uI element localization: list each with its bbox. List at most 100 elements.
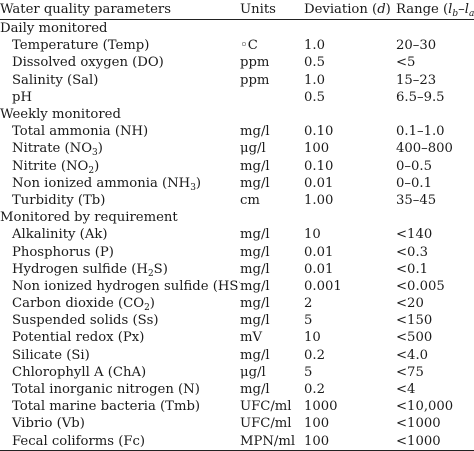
deviation-cell: 10: [304, 227, 321, 243]
range-cell: 20–30: [396, 38, 437, 54]
table-row: Suspended solids (Ss) mg/l 5 <150: [0, 312, 474, 329]
table-row: Total inorganic nitrogen (N) mg/l 0.2 <4: [0, 381, 474, 398]
deviation-cell: 1.00: [304, 192, 334, 208]
header-units: Units: [240, 0, 304, 20]
parameter-name: Suspended solids (Ss): [12, 313, 159, 329]
table-row: pH 0.5 6.5–9.5: [0, 89, 474, 106]
deviation-cell: 0.2: [304, 382, 325, 398]
table-row: Silicate (Si) mg/l 0.2 <4.0: [0, 347, 474, 364]
parameter-name: Nitrate (NO3): [12, 141, 103, 158]
section-header-row: Daily monitored: [0, 20, 474, 38]
parameter-name: Fecal coliforms (Fc): [0, 432, 240, 451]
parameter-name: Total marine bacteria (Tmb): [12, 399, 201, 415]
deviation-cell: 0.5: [304, 89, 325, 105]
deviation-cell: 0.10: [304, 158, 334, 174]
unit-cell: mg/l: [240, 296, 270, 312]
unit-cell: ppm: [240, 55, 270, 71]
parameter-name: Silicate (Si): [12, 347, 90, 363]
range-cell: <0.1: [396, 261, 429, 277]
parameter-name: Alkalinity (Ak): [12, 227, 108, 243]
deviation-cell: 1.0: [304, 72, 325, 88]
range-cell: <10,000: [396, 399, 454, 415]
deviation-cell: 0.01: [304, 244, 334, 260]
table-row: Hydrogen sulfide (H2S) mg/l 0.01 <0.1: [0, 261, 474, 278]
range-cell: <4.0: [396, 347, 429, 363]
parameter-name: Nitrite (NO2): [12, 158, 100, 175]
deviation-cell: 1000: [304, 399, 338, 415]
section-title: Daily monitored: [0, 21, 108, 37]
unit-cell: mg/l: [240, 261, 270, 277]
parameter-name: Potential redox (Px): [12, 330, 145, 346]
unit-cell: ◦C: [240, 38, 258, 54]
table-row: Salinity (Sal) ppm 1.0 15–23: [0, 72, 474, 89]
table-row: Chlorophyll A (ChA) μg/l 5 <75: [0, 364, 474, 381]
deviation-cell: 0.10: [304, 124, 334, 140]
unit-cell: μg/l: [240, 364, 266, 380]
range-cell: <20: [396, 296, 424, 312]
parameter-name: Hydrogen sulfide (H2S): [12, 261, 168, 278]
table-row: Temperature (Temp) ◦C 1.0 20–30: [0, 37, 474, 54]
parameter-name: Turbidity (Tb): [12, 192, 106, 208]
unit-cell: mg/l: [240, 347, 270, 363]
section-header-row: Monitored by requirement: [0, 209, 474, 226]
deviation-cell: 0.5: [304, 55, 325, 71]
parameter-name: Salinity (Sal): [12, 72, 99, 88]
range-cell: <1000: [396, 416, 441, 432]
range-cell: 0–0.1: [396, 175, 432, 191]
header-range: Range (lb–la): [396, 0, 474, 20]
table-row: Nitrite (NO2) mg/l 0.10 0–0.5: [0, 158, 474, 175]
deviation-cell: 100: [304, 416, 330, 432]
table-row: Potential redox (Px) mV 10 <500: [0, 329, 474, 346]
deviation-cell: 100: [304, 141, 330, 157]
unit-cell: μg/l: [240, 141, 266, 157]
parameter-name: Vibrio (Vb): [12, 416, 85, 432]
range-cell: 6.5–9.5: [396, 89, 445, 105]
unit-cell: mg/l: [240, 244, 270, 260]
range-cell: <500: [396, 330, 433, 346]
table-row: Alkalinity (Ak) mg/l 10 <140: [0, 226, 474, 243]
unit-cell: mg/l: [240, 382, 270, 398]
table-row: Nitrate (NO3) μg/l 100 400–800: [0, 140, 474, 157]
range-cell: <75: [396, 364, 424, 380]
deviation-cell: 0.01: [304, 175, 334, 191]
header-parameter: Water quality parameters: [0, 0, 240, 20]
section-title: Weekly monitored: [0, 107, 121, 123]
table-row: Total ammonia (NH) mg/l 0.10 0.1–1.0: [0, 123, 474, 140]
unit-cell: UFC/ml: [240, 416, 292, 432]
table-row: Total marine bacteria (Tmb) UFC/ml 1000 <10…: [0, 398, 474, 415]
deviation-cell: 100: [304, 432, 396, 451]
unit-cell: cm: [240, 192, 260, 208]
deviation-cell: 0.2: [304, 347, 325, 363]
deviation-cell: 2: [304, 296, 313, 312]
parameter-name: Total ammonia (NH): [12, 124, 149, 140]
range-cell: <4: [396, 382, 416, 398]
table-row: Dissolved oxygen (DO) ppm 0.5 <5: [0, 54, 474, 71]
range-cell: <150: [396, 313, 433, 329]
range-cell: 400–800: [396, 141, 453, 157]
range-cell: <0.3: [396, 244, 429, 260]
parameter-name: Carbon dioxide (CO2): [12, 296, 155, 313]
table-row: Carbon dioxide (CO2) mg/l 2 <20: [0, 295, 474, 312]
parameter-name: Chlorophyll A (ChA): [12, 364, 147, 380]
unit-cell: mg/l: [240, 175, 270, 191]
table-row: Non ionized hydrogen sulfide (HS−)mg/l 0.…: [0, 278, 474, 295]
deviation-cell: 10: [304, 330, 321, 346]
unit-cell: mg/l: [240, 124, 270, 140]
section-header-row: Weekly monitored: [0, 106, 474, 123]
table-row: Fecal coliforms (Fc) MPN/ml 100 <1000: [0, 432, 474, 451]
unit-cell: mg/l: [240, 278, 270, 294]
unit-cell: mV: [240, 330, 263, 346]
range-cell: <0.005: [396, 278, 445, 294]
deviation-cell: 1.0: [304, 38, 325, 54]
deviation-cell: 5: [304, 364, 313, 380]
range-cell: <1000: [396, 432, 474, 451]
parameter-name: Dissolved oxygen (DO): [12, 55, 164, 71]
range-cell: 0.1–1.0: [396, 124, 445, 140]
table-row: Phosphorus (P) mg/l 0.01 <0.3: [0, 243, 474, 260]
unit-cell: UFC/ml: [240, 399, 292, 415]
range-cell: <140: [396, 227, 433, 243]
header-deviation: Deviation (d): [304, 0, 396, 20]
parameter-name: Total inorganic nitrogen (N): [12, 382, 200, 398]
parameter-name: Phosphorus (P): [12, 244, 114, 260]
